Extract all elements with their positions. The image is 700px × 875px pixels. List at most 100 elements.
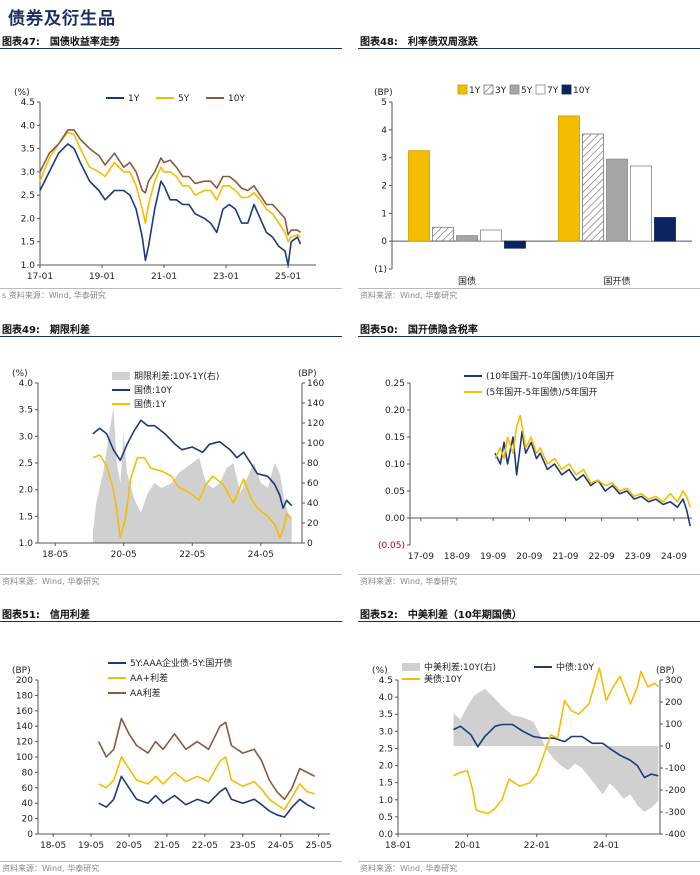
x-tick-label: 24-01 <box>593 841 619 851</box>
y-tick-label: 1.5 <box>19 512 33 522</box>
y-tick-label: 0.15 <box>385 433 405 443</box>
legend-label: 美债:10Y <box>424 673 462 685</box>
y-tick-label: 2 <box>381 182 387 192</box>
chart-canvas: 1.0 1.5 2.0 2.5 3.0 3.5 4.0 0 20 40 60 80 100 120 140 1… <box>12 369 324 560</box>
x-tick-label: 25-05 <box>306 841 332 851</box>
category-label: 国债 <box>458 275 476 287</box>
legend-label: (10年国开-10年国债)/10年国开 <box>486 370 615 382</box>
legend-label: (5年国开-5年国债)/5年国开 <box>486 386 597 398</box>
bar-10Y-2 <box>654 217 676 242</box>
y2-tick-label: -200 <box>665 786 686 796</box>
y-tick-label: 2.0 <box>379 762 394 772</box>
legend-label: AA+利差 <box>130 672 168 684</box>
y-tick-label: 2.0 <box>19 486 34 496</box>
area-series <box>453 688 659 812</box>
y-tick-label: 2.5 <box>21 191 35 201</box>
series-line-2 <box>92 454 293 539</box>
y-tick-label: 20 <box>22 815 34 825</box>
y-tick-label: (0.05) <box>378 541 405 551</box>
bar-10Y-1 <box>504 240 526 249</box>
series-line-2 <box>39 131 301 243</box>
legend-swatch <box>561 84 572 95</box>
legend-swatch <box>509 84 520 95</box>
legend-label: 7Y <box>547 86 559 96</box>
legend-swatch <box>402 663 420 671</box>
legend-label: 1Y <box>128 94 140 104</box>
chart-title: 信用利差 <box>49 610 90 621</box>
bar-5Y-2 <box>606 158 628 242</box>
chart-title: 期限利差 <box>49 325 90 336</box>
y-tick-label: 0.20 <box>385 406 405 416</box>
legend-swatch <box>112 372 130 380</box>
legend-label: 1Y <box>469 86 481 96</box>
y-tick-label: 0.00 <box>385 514 405 524</box>
chart-title: 国债收益率走势 <box>49 37 120 48</box>
x-tick-label: 18-01 <box>385 841 411 851</box>
legend-label: 5Y <box>521 86 533 96</box>
y2-axis-label: (BP) <box>298 369 317 379</box>
y2-tick-label: 140 <box>307 399 324 409</box>
chart-number: 图表47: <box>2 37 40 48</box>
source-note: 资料来源：Wind, 华泰研究 <box>360 291 458 300</box>
y-tick-label: 80 <box>22 768 34 778</box>
y-tick-label: 0.10 <box>385 460 405 470</box>
chart-title: 国开债隐含税率 <box>407 325 478 336</box>
chart-number: 图表50: <box>360 325 398 336</box>
legend-label: 5Y:AAA企业债-5Y:国开债 <box>130 657 232 669</box>
source-note: 资料来源：Wind, 华泰研究 <box>2 864 100 873</box>
chart-title: 利率债双周涨跌 <box>407 37 478 48</box>
y-tick-label: 0.5 <box>379 813 393 823</box>
y-tick-label: 0 <box>27 830 33 840</box>
legend-label: 期限利差:10Y-1Y(右) <box>134 370 219 382</box>
y2-axis-label: (BP) <box>656 666 675 676</box>
chart-title: 中美利差（10年期国债） <box>407 610 522 621</box>
chart-number: 图表48: <box>360 37 398 48</box>
y-axis-label: (%) <box>372 666 388 676</box>
y-tick-label: 2.5 <box>379 744 393 754</box>
y-tick-label: 1.5 <box>379 779 393 789</box>
y-tick-label: 5 <box>381 98 387 108</box>
y-tick-label: 180 <box>16 691 33 701</box>
chart-canvas: 0 20 40 60 80 100 120 140 160 180 200 18-05 19-05 20-… <box>12 657 332 851</box>
x-tick-label: 24-09 <box>661 552 687 562</box>
y-tick-label: 0.25 <box>385 379 405 389</box>
y2-tick-label: 100 <box>665 720 682 730</box>
x-tick-label: 23-01 <box>213 272 239 282</box>
x-tick-label: 20-09 <box>516 552 542 562</box>
x-tick-label: 25-01 <box>275 272 301 282</box>
bar-7Y-2 <box>630 165 652 242</box>
chart-panel-implied-tax: 图表50: 国开债隐含税率 (0.05) 0.00 0.05 0.10 0.15 0.20 0… <box>358 321 700 575</box>
y2-tick-label: 200 <box>665 698 682 708</box>
x-tick-label: 21-09 <box>552 552 578 562</box>
legend-label: 中美利差:10Y(右) <box>424 661 496 673</box>
y2-tick-label: 0 <box>307 539 313 549</box>
series-line-1 <box>39 143 302 266</box>
y-tick-label: 1.0 <box>21 261 36 271</box>
legend-swatch <box>457 84 468 95</box>
legend-label: 中债:10Y <box>556 661 594 673</box>
y-tick-label: 3.0 <box>19 432 34 442</box>
chart-panel-biweekly-change: 图表48: 利率债双周涨跌 (1) 0 1 2 3 4 5 (BP) 国债 国开债 1Y 3Y 5Y 7Y 1… <box>358 33 700 289</box>
y2-tick-label: 120 <box>307 419 324 429</box>
x-tick-label: 18-05 <box>42 550 68 560</box>
legend-swatch <box>483 84 494 95</box>
series-line-1 <box>453 723 659 779</box>
x-tick-label: 23-05 <box>230 841 256 851</box>
series-line-2 <box>494 414 691 508</box>
chart-canvas: (1) 0 1 2 3 4 5(BP) 国债 国开债 1Y 3Y 5Y 7Y 10Y <box>374 84 692 287</box>
y-tick-label: 3.0 <box>379 727 394 737</box>
x-tick-label: 24-05 <box>268 841 294 851</box>
y-axis-label: (BP) <box>12 666 31 676</box>
y-tick-label: 1.0 <box>379 796 394 806</box>
x-tick-label: 19-05 <box>78 841 104 851</box>
x-tick-label: 17-01 <box>27 272 53 282</box>
x-tick-label: 21-05 <box>154 841 180 851</box>
y-tick-label: 200 <box>16 676 33 686</box>
y-tick-label: 140 <box>16 722 33 732</box>
y-tick-label: 0.05 <box>385 487 405 497</box>
y2-tick-label: 20 <box>307 519 319 529</box>
y-tick-label: 160 <box>16 707 33 717</box>
chart-number: 图表51: <box>2 610 40 621</box>
series-line-2 <box>453 667 659 815</box>
x-tick-label: 18-05 <box>40 841 66 851</box>
